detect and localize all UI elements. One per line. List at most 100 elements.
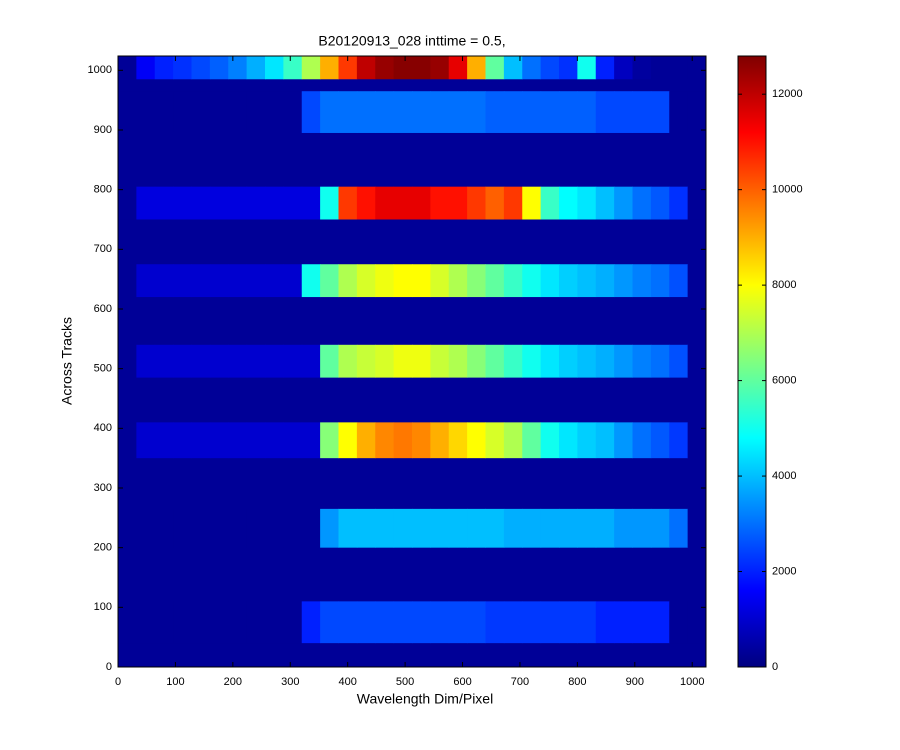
heat-cell bbox=[412, 91, 431, 133]
heat-cell bbox=[136, 508, 156, 548]
heat-cell bbox=[191, 186, 211, 220]
heat-cell bbox=[173, 91, 192, 133]
heat-cell bbox=[265, 91, 284, 133]
heat-cell bbox=[412, 264, 431, 298]
heat-cell bbox=[650, 422, 670, 459]
heat-cell bbox=[430, 422, 450, 459]
heat-cell bbox=[540, 264, 560, 298]
heat-cell bbox=[650, 601, 670, 644]
heat-cell bbox=[154, 56, 174, 80]
heat-cell bbox=[485, 186, 505, 220]
heat-cell bbox=[614, 601, 633, 644]
heat-cell bbox=[393, 344, 413, 378]
heat-cell bbox=[485, 422, 505, 459]
heat-cell bbox=[118, 508, 137, 548]
heat-cell bbox=[485, 264, 505, 298]
heat-cell bbox=[503, 344, 523, 378]
heat-cell bbox=[650, 186, 670, 220]
heat-cell bbox=[320, 186, 339, 220]
heat-cell bbox=[375, 422, 395, 459]
heat-cell bbox=[320, 344, 339, 378]
heat-cell bbox=[301, 422, 321, 459]
heat-cell bbox=[467, 91, 486, 133]
heat-cell bbox=[173, 264, 192, 298]
heat-cell bbox=[228, 186, 248, 220]
heat-cell bbox=[559, 186, 578, 220]
heat-cell bbox=[430, 264, 450, 298]
colorbar-tick-label: 8000 bbox=[772, 279, 796, 291]
heat-cell bbox=[687, 422, 707, 459]
heat-cell bbox=[265, 601, 284, 644]
heat-cell bbox=[522, 508, 542, 548]
heat-cell bbox=[154, 601, 174, 644]
heat-cell bbox=[614, 264, 633, 298]
heat-cell bbox=[522, 91, 542, 133]
heat-cell bbox=[412, 186, 431, 220]
heat-cell bbox=[614, 344, 633, 378]
heat-cell bbox=[265, 344, 284, 378]
heat-cell bbox=[559, 601, 578, 644]
heat-cell bbox=[540, 344, 560, 378]
heat-cell bbox=[577, 91, 597, 133]
heat-cell bbox=[577, 508, 597, 548]
heat-cell bbox=[246, 56, 266, 80]
heat-cell bbox=[430, 186, 450, 220]
heat-cell bbox=[393, 601, 413, 644]
heat-cell bbox=[559, 422, 578, 459]
heat-cell bbox=[265, 264, 284, 298]
heat-cell bbox=[338, 91, 358, 133]
heat-cell bbox=[375, 91, 395, 133]
heat-cell bbox=[228, 508, 248, 548]
heat-cell bbox=[485, 601, 505, 644]
heat-cell bbox=[118, 186, 137, 220]
heat-cell bbox=[503, 264, 523, 298]
heat-cell bbox=[173, 422, 192, 459]
heat-cell bbox=[154, 186, 174, 220]
heat-cell bbox=[338, 264, 358, 298]
heat-cell bbox=[338, 56, 358, 80]
colorbar bbox=[737, 55, 767, 668]
heat-cell bbox=[485, 344, 505, 378]
heat-cell bbox=[669, 186, 689, 220]
heat-cell bbox=[246, 508, 266, 548]
heat-cell bbox=[356, 186, 376, 220]
heat-cell bbox=[614, 186, 633, 220]
heat-cell bbox=[283, 601, 303, 644]
heat-cell bbox=[228, 56, 248, 80]
heat-cell bbox=[301, 91, 321, 133]
heat-cell bbox=[191, 56, 211, 80]
y-tick-label: 200 bbox=[94, 542, 112, 554]
heat-cell bbox=[154, 508, 174, 548]
heat-cell bbox=[687, 601, 707, 644]
chart-title: B20120913_028 inttime = 0.5, bbox=[318, 33, 505, 49]
heat-cell bbox=[614, 422, 633, 459]
x-tick-label: 100 bbox=[166, 676, 184, 688]
heat-cell bbox=[173, 601, 192, 644]
heat-cell bbox=[393, 508, 413, 548]
heat-cell bbox=[246, 264, 266, 298]
colorbar-tick-label: 6000 bbox=[772, 375, 796, 387]
heat-cell bbox=[430, 344, 450, 378]
heat-cell bbox=[595, 601, 615, 644]
heat-cell bbox=[412, 422, 431, 459]
heat-cell bbox=[687, 186, 707, 220]
heat-cell bbox=[118, 56, 137, 80]
heat-cell bbox=[448, 91, 468, 133]
y-tick-label: 800 bbox=[94, 184, 112, 196]
heat-cell bbox=[595, 508, 615, 548]
heat-cell bbox=[173, 56, 192, 80]
heat-cell bbox=[301, 186, 321, 220]
heat-cell bbox=[136, 56, 156, 80]
heat-cell bbox=[448, 601, 468, 644]
heat-cell bbox=[283, 508, 303, 548]
x-tick-label: 400 bbox=[339, 676, 357, 688]
heat-cell bbox=[540, 422, 560, 459]
heat-cell bbox=[265, 422, 284, 459]
heat-cell bbox=[559, 508, 578, 548]
heat-cell bbox=[375, 186, 395, 220]
heat-cell bbox=[393, 56, 413, 80]
heat-cell bbox=[356, 601, 376, 644]
heat-cell bbox=[356, 344, 376, 378]
heat-cell bbox=[209, 264, 229, 298]
